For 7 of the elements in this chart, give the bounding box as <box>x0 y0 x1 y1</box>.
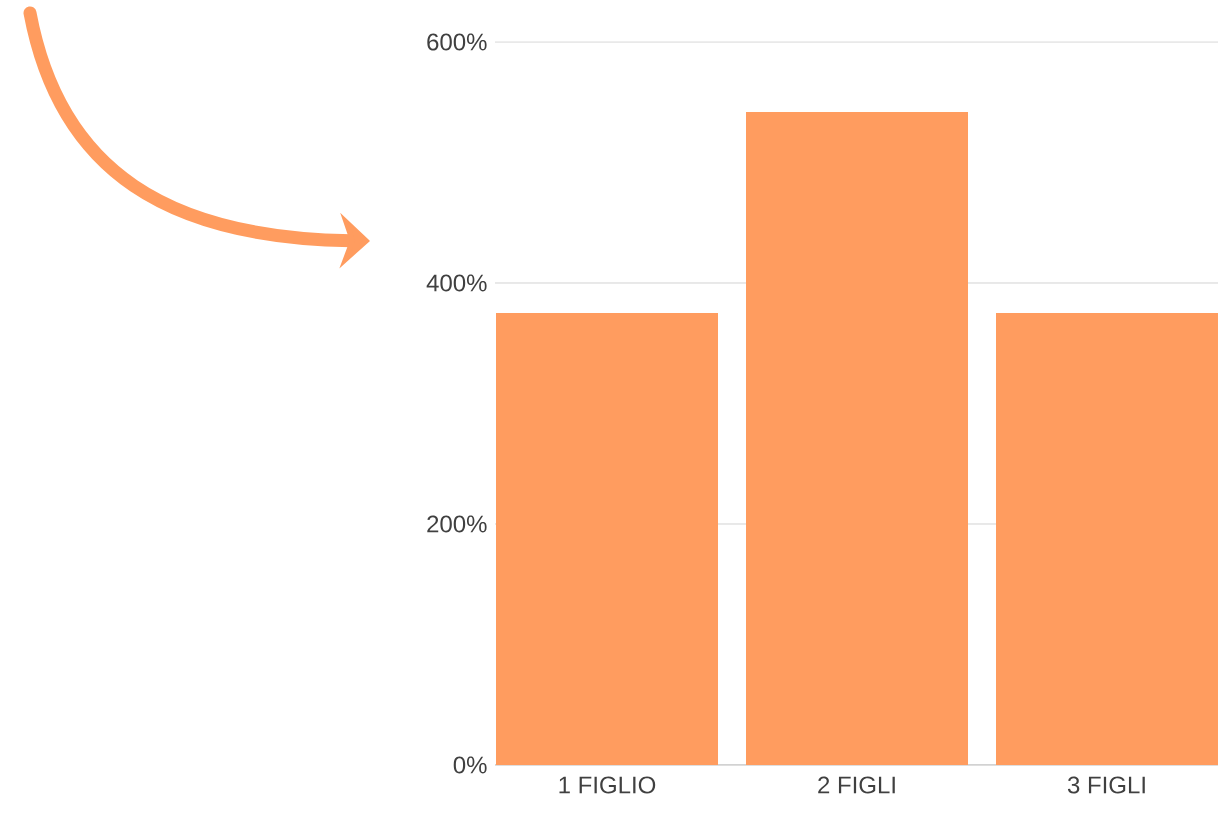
y-tick-label: 200% <box>427 515 487 533</box>
y-tick-label: 600% <box>427 33 487 51</box>
x-tick-label: 2 FIGLI <box>818 776 895 794</box>
y-tick-label: 0% <box>453 756 487 774</box>
y-tick-label: 400% <box>426 274 487 292</box>
x-tick-label: 3 FIGLI <box>1067 776 1145 794</box>
x-tick-label: 1 FIGLIO <box>559 776 656 794</box>
